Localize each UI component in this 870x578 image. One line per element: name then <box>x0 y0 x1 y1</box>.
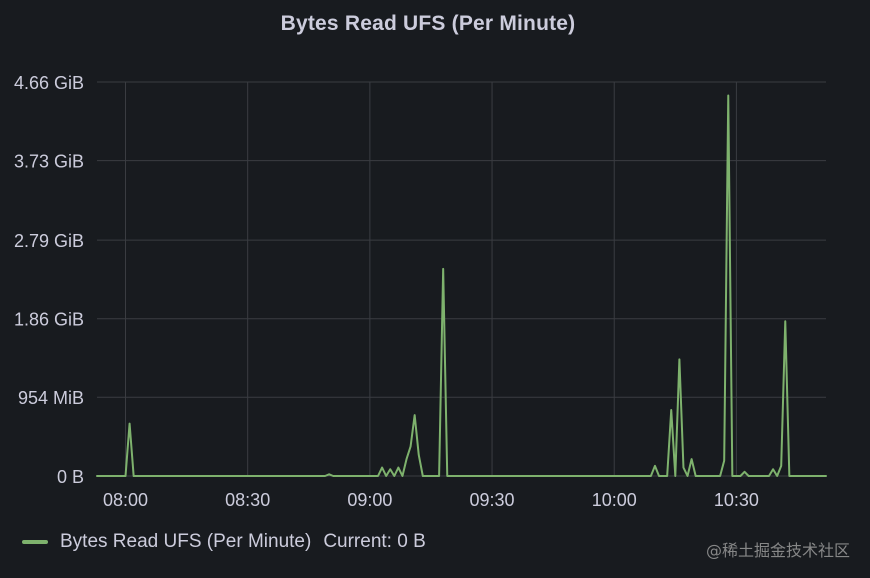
y-tick-label: 954 MiB <box>18 388 84 408</box>
y-tick-label: 2.79 GiB <box>14 231 84 251</box>
x-tick-label: 08:30 <box>225 490 270 510</box>
y-tick-label: 1.86 GiB <box>14 310 84 330</box>
x-tick-label: 09:30 <box>470 490 515 510</box>
y-tick-label: 4.66 GiB <box>14 73 84 93</box>
x-tick-label: 08:00 <box>103 490 148 510</box>
series-line <box>96 94 827 477</box>
x-tick-label: 10:30 <box>714 490 759 510</box>
x-tick-label: 10:00 <box>592 490 637 510</box>
series-layer <box>96 94 827 477</box>
y-tick-label: 3.73 GiB <box>14 152 84 172</box>
legend[interactable]: Bytes Read UFS (Per Minute) Current: 0 B <box>22 528 426 556</box>
grid-lines <box>97 81 826 477</box>
x-tick-label: 09:00 <box>347 490 392 510</box>
watermark: @稀土掘金技术社区 <box>705 541 850 560</box>
legend-series-name[interactable]: Bytes Read UFS (Per Minute) <box>60 531 312 552</box>
y-tick-label: 0 B <box>57 467 84 487</box>
panel-title: Bytes Read UFS (Per Minute) <box>280 12 576 35</box>
legend-swatch <box>22 540 48 544</box>
x-axis-ticks: 08:00 08:30 09:00 09:30 10:00 10:30 <box>103 490 759 510</box>
y-axis-ticks: 0 B 954 MiB 1.86 GiB 2.79 GiB 3.73 GiB 4.66 G… <box>14 73 84 487</box>
legend-current-value: Current: 0 B <box>323 531 426 552</box>
